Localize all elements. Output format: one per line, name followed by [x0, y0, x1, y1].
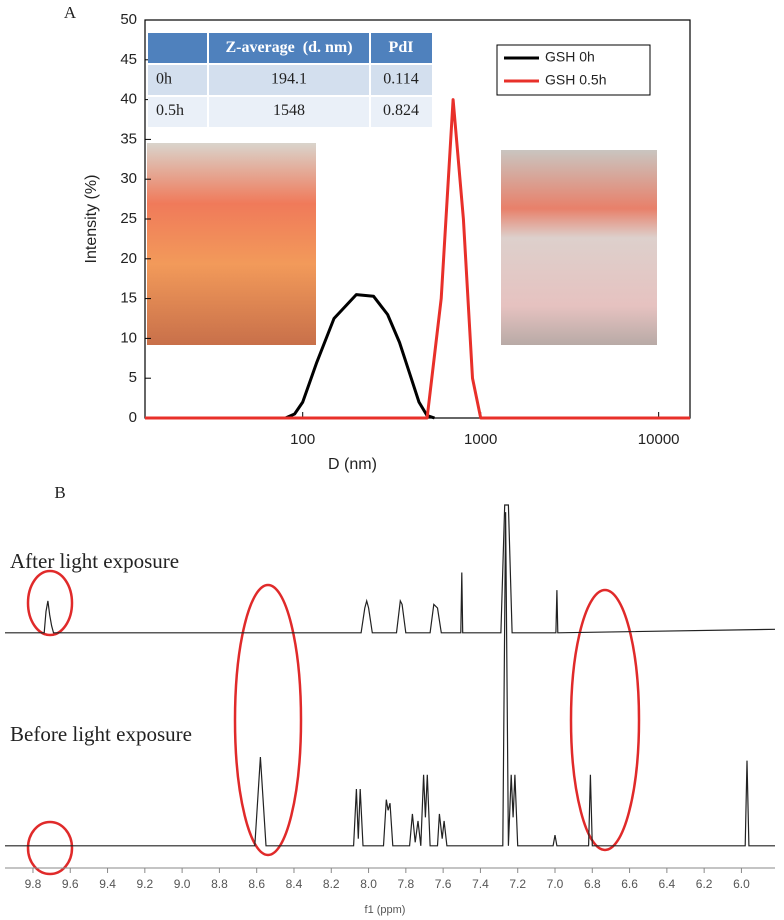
- photo-after: [501, 150, 657, 345]
- x-tick-label: 9.6: [62, 877, 79, 891]
- x-axis-label: D (nm): [328, 456, 377, 473]
- x-tick-label: 6.6: [621, 877, 638, 891]
- table-cell: 194.1: [271, 71, 307, 88]
- ellipse: [233, 583, 303, 857]
- table-header-bg: [148, 33, 432, 64]
- table-row-bg: [148, 96, 432, 127]
- legend-label: GSH 0.5h: [545, 72, 606, 88]
- x-tick-label: 10000: [638, 431, 680, 448]
- panel-label: B: [54, 483, 65, 502]
- x-tick-label: 7.8: [398, 877, 415, 891]
- y-tick-label: 15: [120, 290, 137, 307]
- x-tick-label: 9.0: [174, 877, 191, 891]
- legend-box: [496, 44, 651, 96]
- x-tick-label: 6.4: [659, 877, 676, 891]
- photo-before: [147, 143, 316, 345]
- x-tick-label: 6.2: [696, 877, 713, 891]
- ellipse: [26, 820, 74, 876]
- highlight-ellipses: [26, 569, 641, 876]
- y-tick-label: 30: [120, 170, 137, 187]
- y-axis-label: Intensity (%): [83, 175, 100, 264]
- table-cell: 0.5h: [156, 102, 184, 119]
- x-tick-label: 7.6: [435, 877, 452, 891]
- x-tick-label: 9.4: [99, 877, 116, 891]
- x-tick-label: 8.2: [323, 877, 340, 891]
- series-line: [145, 98, 690, 420]
- x-tick-label: 8.4: [286, 877, 303, 891]
- y-tick-label: 5: [129, 369, 137, 386]
- y-tick-label: 25: [120, 210, 137, 227]
- x-tick-label: 7.4: [472, 877, 489, 891]
- x-tick-label: 9.2: [136, 877, 153, 891]
- spectrum-label: Before light exposure: [10, 722, 192, 746]
- x-axis-label: f1 (ppm): [365, 904, 406, 916]
- table-cell: 0.824: [383, 102, 419, 119]
- y-tick-label: 35: [120, 130, 137, 147]
- x-tick-label: 100: [290, 431, 315, 448]
- panel-label: A: [64, 3, 77, 22]
- x-tick-label: 7.2: [509, 877, 526, 891]
- x-tick-label: 8.8: [211, 877, 228, 891]
- x-tick-label: 1000: [464, 431, 497, 448]
- spectrum: [5, 512, 775, 847]
- table-row-bg: [148, 64, 432, 96]
- x-tick-label: 7.0: [547, 877, 564, 891]
- x-tick-label: 6.8: [584, 877, 601, 891]
- table-cell: 0.114: [383, 71, 418, 88]
- x-tick-label: 6.0: [733, 877, 750, 891]
- x-tick-label: 9.8: [25, 877, 42, 891]
- y-tick-label: 45: [120, 51, 137, 68]
- y-tick-label: 0: [129, 409, 137, 426]
- spectrum: [5, 504, 776, 634]
- series-line: [284, 293, 435, 420]
- ellipse: [569, 588, 641, 852]
- x-tick-label: 8.0: [360, 877, 377, 891]
- y-tick-label: 50: [120, 11, 137, 28]
- table-cell: 0h: [156, 71, 172, 88]
- table-header: PdI: [389, 39, 414, 56]
- y-tick-label: 20: [120, 250, 137, 267]
- legend-label: GSH 0h: [545, 49, 595, 65]
- ellipse: [26, 569, 74, 637]
- x-tick-label: 8.6: [248, 877, 265, 891]
- y-tick-label: 40: [120, 91, 137, 108]
- table-header: Z-average (d. nm): [225, 39, 352, 56]
- table-cell: 1548: [273, 102, 305, 119]
- y-tick-label: 10: [120, 329, 137, 346]
- spectrum-label: After light exposure: [10, 549, 179, 573]
